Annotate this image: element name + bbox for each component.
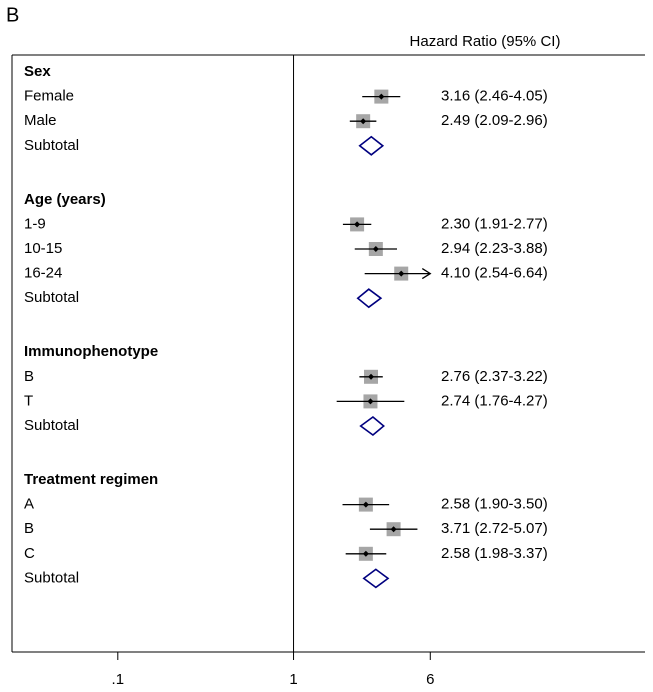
estimate-label: 2.94 (2.23-3.88) — [441, 240, 548, 257]
row-label: Subtotal — [24, 289, 79, 306]
group-header: Sex — [24, 63, 51, 80]
row-label: Female — [24, 88, 74, 105]
row-label: Subtotal — [24, 417, 79, 434]
estimate-label: 2.74 (1.76-4.27) — [441, 392, 548, 409]
point — [372, 246, 379, 252]
row-label: T — [24, 392, 33, 409]
x-tick-label: .1 — [112, 671, 125, 688]
subtotal-diamond — [356, 288, 383, 309]
clip-arrow — [421, 268, 432, 280]
group-header: Treatment regimen — [24, 471, 158, 488]
point — [354, 221, 361, 228]
point — [390, 526, 397, 533]
row-label: 1-9 — [24, 215, 46, 232]
point — [368, 373, 375, 380]
subtotal-diamond — [358, 135, 385, 156]
estimate-label: 2.58 (1.90-3.50) — [441, 496, 548, 513]
x-tick-label: 6 — [426, 671, 434, 688]
estimate-label: 3.16 (2.46-4.05) — [441, 88, 548, 105]
point — [360, 118, 367, 125]
estimate-label: 2.30 (1.91-2.77) — [441, 215, 548, 232]
x-tick-label: 1 — [289, 671, 297, 688]
point — [378, 93, 385, 100]
row-label: B — [24, 520, 34, 537]
row-label: 10-15 — [24, 240, 62, 257]
subtotal-diamond — [359, 415, 385, 437]
point — [362, 550, 369, 557]
row-label: Subtotal — [24, 137, 79, 154]
row-label: C — [24, 545, 35, 562]
column-header: Hazard Ratio (95% CI) — [410, 33, 561, 50]
estimate-label: 2.49 (2.09-2.96) — [441, 112, 548, 129]
panel-label: B — [6, 4, 19, 26]
point — [362, 501, 369, 508]
point — [367, 398, 374, 405]
row-label: B — [24, 368, 34, 385]
estimate-label: 2.76 (2.37-3.22) — [441, 368, 548, 385]
point — [398, 270, 405, 277]
row-label: 16-24 — [24, 265, 62, 282]
estimate-label: 2.58 (1.98-3.37) — [441, 545, 548, 562]
subtotal-diamond — [362, 568, 390, 589]
row-label: A — [24, 496, 34, 513]
group-header: Age (years) — [24, 191, 106, 208]
row-label: Subtotal — [24, 569, 79, 586]
estimate-label: 4.10 (2.54-6.64) — [441, 265, 548, 282]
group-header: Immunophenotype — [24, 343, 158, 360]
estimate-label: 3.71 (2.72-5.07) — [441, 520, 548, 537]
row-label: Male — [24, 112, 57, 129]
